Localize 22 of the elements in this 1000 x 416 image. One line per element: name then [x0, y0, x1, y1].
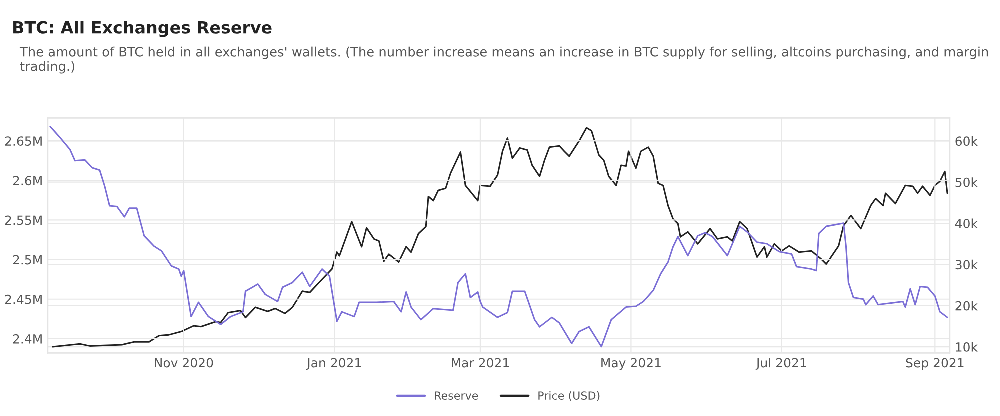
y-tick-label: 2.65M: [5, 136, 42, 146]
x-tick-label: May 2021: [602, 358, 661, 370]
chart-subtitle: The amount of BTC held in all exchanges' wallets. (The number increase means an increase in BTC supply for selling, altcoins purchasing, and margin trading.): [20, 46, 988, 74]
x-tick-label: Sep 2021: [906, 358, 964, 370]
y2-tick-label: 60k: [956, 136, 978, 146]
y-tick-label: 2.5M: [13, 255, 42, 265]
y2-tick-label: 30k: [956, 260, 978, 270]
y-tick-label: 2.6M: [13, 176, 42, 186]
legend-label: Price (USD): [538, 391, 600, 402]
y2-tick-label: 40k: [955, 218, 978, 228]
x-tick-label: Nov 2020: [155, 358, 214, 368]
x-tick-label: Jul 2021: [756, 358, 806, 370]
y2-tick-label: 10k: [956, 342, 978, 352]
y-tick-label: 2.45M: [5, 294, 42, 304]
x-tick-label: Mar 2021: [452, 358, 509, 368]
chart-title: BTC: All Exchanges Reserve: [14, 20, 272, 38]
y-tick-label: 2.55M: [5, 216, 42, 226]
y2-tick-label: 20k: [956, 301, 978, 311]
y2-tick-label: 50k: [956, 178, 978, 188]
y-tick-label: 2.4M: [13, 334, 42, 344]
x-tick-label: Jan 2021: [306, 358, 362, 370]
legend-label: Reserve: [435, 392, 478, 400]
